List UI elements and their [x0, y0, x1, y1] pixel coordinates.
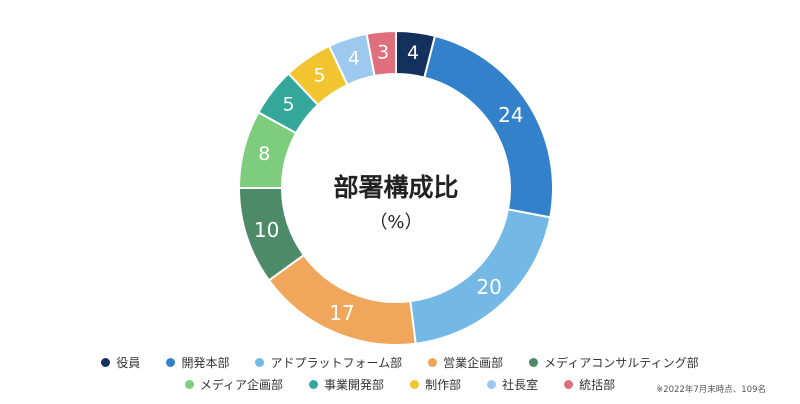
legend-item: メディアコンサルティング部 [529, 354, 699, 371]
chart-subtitle: （%） [369, 212, 422, 233]
legend-item: 営業企画部 [428, 354, 503, 371]
slice-value-label: 20 [476, 275, 501, 299]
slice-value-label: 10 [254, 218, 279, 242]
legend-label: メディア企画部 [199, 378, 284, 392]
legend-item: 役員 [101, 354, 140, 371]
slice-value-label: 5 [282, 94, 294, 116]
legend-label: 開発本部 [181, 356, 230, 370]
legend-label: メディアコンサルティング部 [544, 356, 699, 370]
slice-value-label: 4 [348, 48, 360, 70]
legend-marker [564, 380, 574, 389]
legend-item: メディア企画部 [184, 376, 284, 393]
legend-label: アドプラットフォーム部 [270, 356, 403, 370]
legend-item: 制作部 [410, 376, 461, 393]
legend-marker [529, 358, 539, 367]
slice-value-label: 24 [498, 103, 523, 127]
legend-marker [487, 380, 497, 389]
slice-9 [365, 29, 397, 78]
legend-label: 営業企画部 [443, 356, 504, 370]
slice-value-label: 8 [258, 143, 270, 165]
legend-marker [255, 358, 265, 367]
legend-item: 統括部 [564, 376, 615, 393]
slice-value-label: 17 [329, 301, 354, 325]
legend-label: 役員 [116, 356, 141, 370]
legend-item: 事業開発部 [309, 376, 384, 393]
legend-row-1: 役員 開発本部 アドプラットフォーム部 営業企画部 メディアコンサルティング部 [0, 354, 800, 371]
legend-marker [309, 380, 319, 389]
legend-item: 社長室 [487, 376, 538, 393]
legend-item: アドプラットフォーム部 [255, 354, 402, 371]
legend-label: 統括部 [579, 378, 616, 392]
legend-label: 社長室 [502, 378, 539, 392]
legend-label: 制作部 [425, 378, 462, 392]
legend-marker [101, 358, 111, 367]
slice-value-label: 3 [377, 42, 389, 64]
slice-value-label: 4 [407, 42, 419, 64]
legend-marker [410, 380, 420, 389]
legend-marker [166, 358, 176, 367]
footnote: ※2022年7月末時点、109名 [656, 385, 766, 395]
slice-value-label: 5 [314, 65, 326, 87]
legend-row-2: メディア企画部 事業開発部 制作部 社長室 統括部 [0, 376, 800, 393]
legend-marker [428, 358, 438, 367]
chart-title: 部署構成比 [333, 173, 458, 202]
donut-slices [237, 29, 554, 346]
legend-item: 開発本部 [166, 354, 229, 371]
legend-label: 事業開発部 [324, 378, 385, 392]
legend-marker [184, 380, 194, 389]
